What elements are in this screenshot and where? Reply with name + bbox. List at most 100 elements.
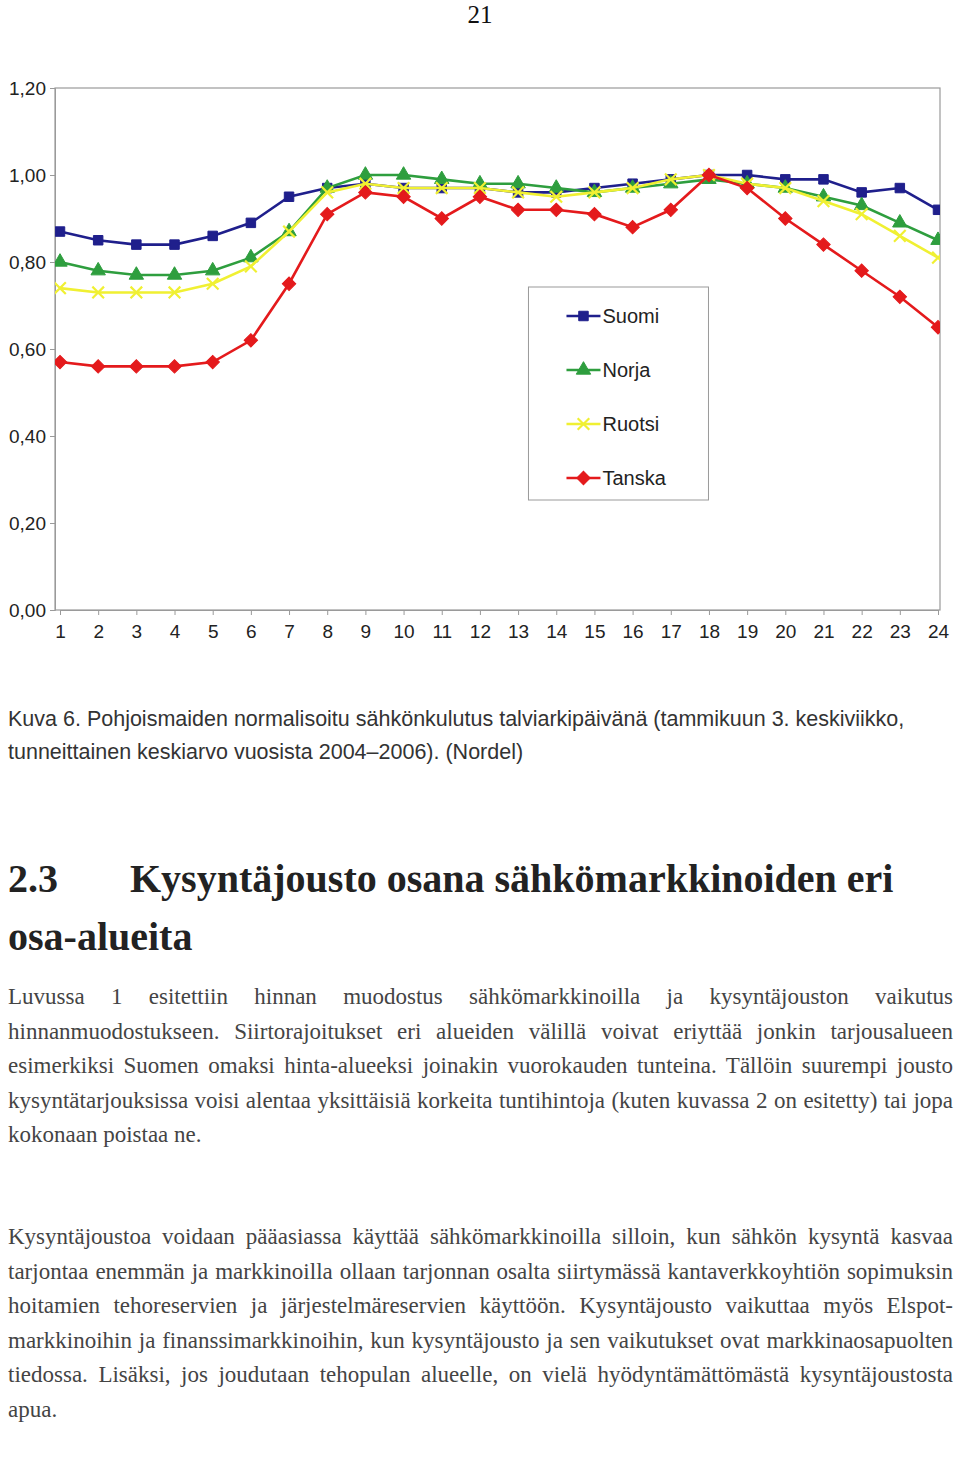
x-tick-label: 3 [132,621,143,642]
series-markers [55,167,940,280]
marker-shape [245,261,257,273]
x-tick: 17 [661,610,682,642]
x-tick-label: 21 [813,621,834,642]
marker-shape [55,355,67,368]
point [246,218,255,227]
point [436,182,448,194]
x-tick-mark [556,610,557,615]
marker-shape [284,192,293,201]
point [244,334,257,347]
point [168,360,181,373]
x-tick: 12 [470,610,491,642]
point [855,264,868,277]
point [626,220,639,233]
x-tick-mark [518,610,519,615]
legend-entry: Ruotsi [566,413,659,435]
marker-shape [931,232,940,244]
point [205,262,219,274]
x-tick-label: 10 [393,621,414,642]
marker-shape [550,191,562,203]
x-tick-label: 20 [775,621,796,642]
marker-shape [397,190,410,203]
y-tick: 0,40 [9,426,55,447]
x-tick-label: 6 [246,621,257,642]
legend-label: Suomi [602,305,659,327]
marker-shape [702,168,715,181]
legend-marker [576,362,590,374]
x-tick-label: 18 [699,621,720,642]
marker-shape [665,174,677,186]
point [131,287,143,299]
point [321,207,334,220]
marker-shape [512,187,524,199]
x-tick-mark [251,610,252,615]
marker-shape [932,252,940,264]
point [284,192,293,201]
point [473,190,486,203]
x-tick: 23 [890,610,911,642]
caption: Kuva 6. Pohjoismaiden normalisoitu sähkö… [8,703,913,769]
legend-marker [577,471,590,484]
point [396,167,410,179]
marker-shape [93,236,102,245]
point [132,240,141,249]
marker-shape [91,262,105,274]
point [207,278,219,290]
heading: 2.3Kysyntäjousto osana sähkömarkkinoiden… [8,850,953,966]
series-markers [55,170,940,249]
marker-shape [55,254,67,266]
marker-shape [205,262,219,274]
point [397,190,410,203]
marker-shape [169,287,181,299]
x-tick-mark [938,610,939,615]
x-tick-label: 1 [55,621,66,642]
legend-entry: Tanska [566,467,666,489]
marker-shape [55,282,66,294]
x-tick: 14 [546,610,568,642]
x-tick: 7 [284,610,295,642]
x-tick: 11 [432,610,452,642]
x-tick-label: 7 [284,621,295,642]
x-tick-label: 24 [928,621,950,642]
marker-shape [283,226,295,238]
legend-entry: Norja [566,359,651,381]
x-axis: 123456789101112131415161718192021222324 [55,610,949,642]
x-tick-label: 8 [322,621,333,642]
x-tick-mark [671,610,672,615]
marker-shape [818,195,830,207]
marker-shape [473,190,486,203]
point [665,174,677,186]
point [893,290,906,303]
x-tick: 19 [737,610,758,642]
chart: 0,000,200,400,600,801,001,20123456789101… [0,0,960,680]
x-tick: 6 [246,610,257,642]
point [857,188,866,197]
x-tick: 10 [393,610,414,642]
y-tick: 1,20 [9,78,55,99]
series-line [60,175,938,366]
x-tick: 16 [623,610,644,642]
y-tick-label: 0,60 [9,339,46,360]
heading-title: Kysyntäjousto osana sähkömarkkinoiden er… [8,856,893,959]
x-tick-label: 14 [546,621,568,642]
x-tick-mark [747,610,748,615]
point [206,355,219,368]
point [627,182,639,194]
x-tick: 5 [208,610,219,642]
x-tick: 18 [699,610,720,642]
marker-shape [206,355,219,368]
point [819,175,828,184]
marker-shape [321,187,333,199]
x-tick-label: 16 [623,621,644,642]
marker-shape [931,321,940,334]
marker-shape [817,238,830,251]
marker-shape [129,267,143,279]
marker-shape [92,287,104,299]
point [129,267,143,279]
point [740,181,753,194]
y-tick-mark [50,175,55,176]
x-tick-mark [442,610,443,615]
point [283,226,295,238]
point [208,231,217,240]
y-tick-label: 0,80 [9,252,46,273]
